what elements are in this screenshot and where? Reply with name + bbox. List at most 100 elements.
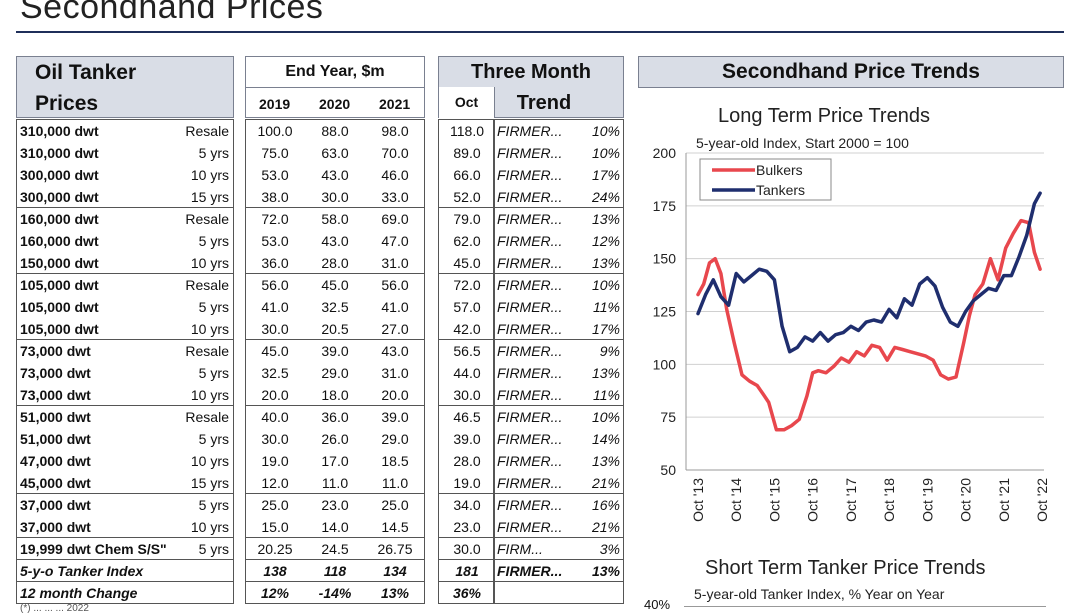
cell-trend: FIRMER... — [497, 475, 563, 491]
table-group-border — [16, 119, 234, 208]
short-term-y-tick: 40% — [644, 597, 671, 612]
cell-v2019: 20.0 — [261, 387, 289, 403]
cell-v2021: 70.0 — [381, 145, 409, 161]
cell-oct: 89.0 — [453, 145, 481, 161]
table-group-border — [245, 405, 425, 494]
cell-v2019: 12% — [260, 585, 290, 601]
cell-trend: FIRMER... — [497, 453, 563, 469]
cell-v2020: 32.5 — [321, 299, 349, 315]
cell-oct: 62.0 — [453, 233, 481, 249]
cell-trend: FIRMER... — [497, 321, 563, 337]
header-divider — [246, 87, 424, 88]
cell-name: 51,000 dwt — [20, 409, 91, 425]
table-group-border — [494, 207, 624, 274]
cell-name: 105,000 dwt — [20, 277, 99, 293]
header-line-1: Oil Tanker — [35, 61, 137, 84]
table-row: 300,000 dwt 15 yrs 38.0 30.0 33.0 52.0 FIRMER.… — [0, 186, 630, 208]
cell-v2020: 20.5 — [321, 321, 349, 337]
cell-v2019: 75.0 — [261, 145, 289, 161]
table-row: 47,000 dwt 10 yrs 19.0 17.0 18.5 28.0 FIRMER..… — [0, 450, 630, 472]
cell-name: 37,000 dwt — [20, 497, 91, 513]
cell-pct: 10% — [591, 123, 620, 139]
cell-pct: 21% — [591, 475, 620, 491]
cell-name: 160,000 dwt — [20, 211, 99, 227]
table-row: 300,000 dwt 10 yrs 53.0 43.0 46.0 66.0 FIRMER.… — [0, 164, 630, 186]
cell-trend: FIRMER... — [497, 387, 563, 403]
cell-pct: 11% — [593, 387, 620, 403]
cell-v2021: 25.0 — [381, 497, 409, 513]
table-row: 310,000 dwt 5 yrs 75.0 63.0 70.0 89.0 FIRMER..… — [0, 142, 630, 164]
cell-trend: FIRMER... — [497, 255, 563, 271]
cell-pct: 3% — [599, 541, 620, 557]
cell-v2020: 63.0 — [321, 145, 349, 161]
cell-v2020: 43.0 — [321, 167, 349, 183]
cell-trend: FIRMER... — [497, 497, 563, 513]
y-tick-label: 50 — [660, 462, 676, 478]
cell-name: 105,000 dwt — [20, 299, 99, 315]
cell-trend: FIRMER... — [497, 277, 563, 293]
x-tick-label: Oct '16 — [805, 478, 821, 522]
table-group-border — [16, 273, 234, 340]
chart-panel-header: Secondhand Price Trends — [638, 56, 1064, 88]
series-line-tankers — [696, 191, 1042, 354]
cell-v2019: 19.0 — [261, 453, 289, 469]
cell-oct: 23.0 — [453, 519, 481, 535]
table-group-border — [438, 493, 494, 538]
cell-v2021: 11.0 — [381, 475, 409, 491]
table-group-border — [494, 581, 624, 604]
table-group-border — [494, 493, 624, 538]
cell-age: 5 yrs — [198, 145, 229, 161]
cell-pct: 13% — [591, 255, 620, 271]
cell-v2021: 98.0 — [381, 123, 409, 139]
cell-name: 310,000 dwt — [20, 145, 99, 161]
cell-v2020: 29.0 — [321, 365, 349, 381]
table-group-border — [438, 119, 494, 208]
table-group-border — [494, 119, 624, 208]
cell-name: 300,000 dwt — [20, 189, 99, 205]
cell-trend: FIRM... — [497, 541, 543, 557]
cell-name: 19,999 dwt Chem S/S" — [20, 541, 167, 557]
table-row: 105,000 dwt 5 yrs 41.0 32.5 41.0 57.0 FIRMER..… — [0, 296, 630, 318]
cell-v2020: 58.0 — [321, 211, 349, 227]
cell-v2019: 53.0 — [261, 233, 289, 249]
cell-oct: 52.0 — [453, 189, 481, 205]
cell-v2020: 24.5 — [321, 541, 349, 557]
cell-trend: FIRMER... — [497, 563, 563, 579]
cell-v2019: 40.0 — [261, 409, 289, 425]
table-row: 12 month Change 12% -14% 13% 36% — [0, 582, 630, 604]
table-row: 19,999 dwt Chem S/S" 5 yrs 20.25 24.5 26.75 3… — [0, 538, 630, 560]
cell-pct: 21% — [591, 519, 620, 535]
table-group-border — [494, 339, 624, 406]
table-row: 310,000 dwt Resale 100.0 88.0 98.0 118.0 FIRME… — [0, 120, 630, 142]
cell-name: 310,000 dwt — [20, 123, 99, 139]
x-tick-label: Oct '20 — [958, 478, 974, 522]
table-row: 105,000 dwt Resale 56.0 45.0 56.0 72.0 FIRMER.… — [0, 274, 630, 296]
table-group-border — [438, 339, 494, 406]
y-tick-label: 200 — [653, 145, 677, 161]
short-term-axis — [684, 606, 1046, 607]
cell-trend: FIRMER... — [497, 409, 563, 425]
cell-age: 10 yrs — [190, 167, 229, 183]
table-group-border — [16, 493, 234, 538]
table-group-border — [245, 581, 425, 604]
cell-pct: 13% — [591, 453, 620, 469]
cell-age: Resale — [185, 277, 229, 293]
cell-oct: 36% — [452, 585, 482, 601]
cell-v2020: 45.0 — [321, 277, 349, 293]
cell-pct: 13% — [591, 365, 620, 381]
series-line-bulkers — [696, 218, 1042, 432]
cell-oct: 42.0 — [453, 321, 481, 337]
y-tick-label: 125 — [653, 304, 677, 320]
cell-v2019: 20.25 — [257, 541, 293, 557]
cell-v2021: 27.0 — [381, 321, 409, 337]
year-2019-label: 2019 — [259, 96, 291, 112]
cell-v2020: 43.0 — [321, 233, 349, 249]
cell-pct: 13% — [591, 563, 620, 579]
y-tick-label: 75 — [660, 409, 676, 425]
cell-v2021: 29.0 — [381, 431, 409, 447]
legend-label-tankers: Tankers — [756, 182, 805, 198]
cell-v2020: 14.0 — [321, 519, 349, 535]
cell-v2021: 20.0 — [381, 387, 409, 403]
cell-v2019: 30.0 — [261, 431, 289, 447]
table-row: 37,000 dwt 10 yrs 15.0 14.0 14.5 23.0 FIRMER..… — [0, 516, 630, 538]
